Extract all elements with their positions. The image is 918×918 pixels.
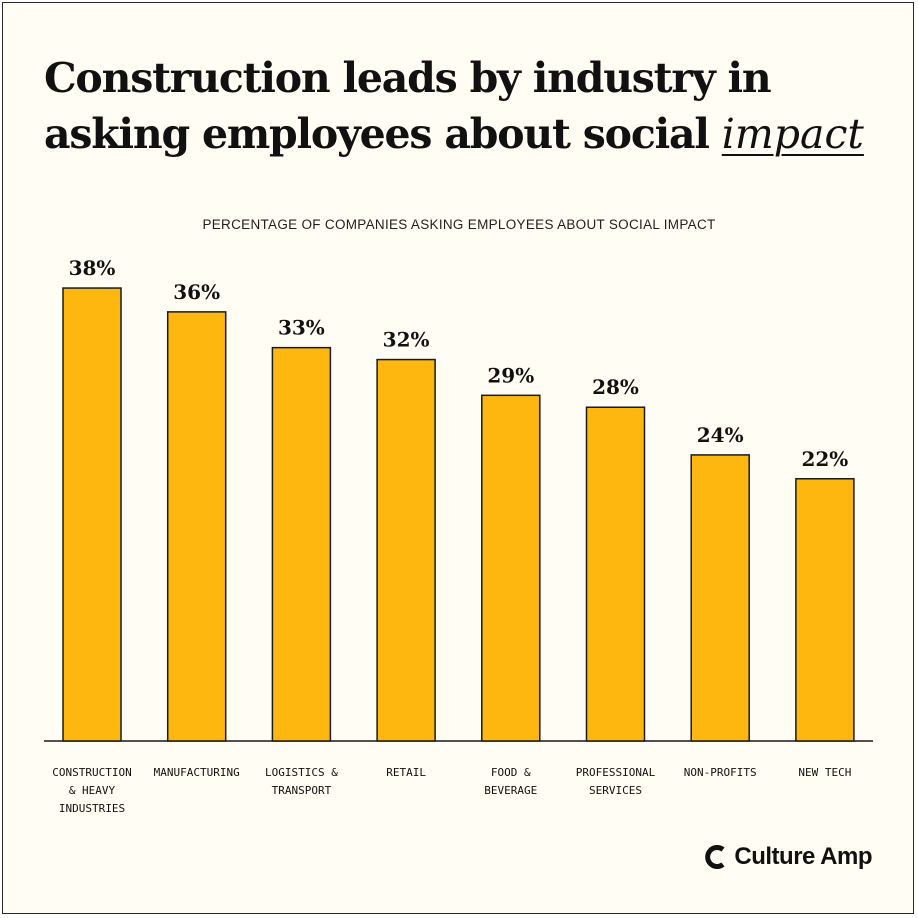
category-label-line: MANUFACTURING bbox=[154, 766, 240, 779]
brand-name: Culture Amp bbox=[734, 843, 872, 870]
chart-subtitle: PERCENTAGE OF COMPANIES ASKING EMPLOYEES… bbox=[202, 217, 716, 232]
category-label: RETAIL bbox=[386, 766, 426, 779]
page-title: Construction leads by industry in asking… bbox=[44, 50, 884, 162]
data-label: 29% bbox=[487, 363, 534, 387]
category-label-line: RETAIL bbox=[386, 766, 426, 779]
title-main: Construction leads by industry in asking… bbox=[44, 54, 772, 158]
category-label-line: CONSTRUCTION bbox=[52, 766, 131, 779]
category-label-line: BEVERAGE bbox=[484, 784, 537, 797]
category-label: PROFESSIONAL SERVICES bbox=[576, 766, 656, 797]
category-label: FOOD & BEVERAGE bbox=[484, 766, 537, 797]
category-label: CONSTRUCTION & HEAVY INDUSTRIES bbox=[52, 766, 131, 815]
bar bbox=[795, 478, 855, 742]
category-label-line: INDUSTRIES bbox=[59, 802, 125, 815]
category-label: MANUFACTURING bbox=[154, 766, 240, 779]
bar bbox=[690, 454, 750, 742]
category-label-line: SERVICES bbox=[589, 784, 642, 797]
data-label: 28% bbox=[592, 375, 639, 399]
data-label: 33% bbox=[278, 316, 325, 340]
bar bbox=[376, 358, 436, 742]
bar bbox=[166, 311, 227, 742]
bar bbox=[585, 406, 646, 742]
data-label: 38% bbox=[69, 256, 116, 280]
title-accent: impact bbox=[721, 110, 864, 158]
brand-logo: Culture Amp bbox=[704, 843, 872, 871]
category-label: LOGISTICS & TRANSPORT bbox=[265, 766, 338, 797]
category-label-line: LOGISTICS & bbox=[265, 766, 338, 779]
category-label-line: PROFESSIONAL bbox=[576, 766, 656, 779]
culture-amp-logo-icon bbox=[705, 845, 725, 869]
data-label: 32% bbox=[383, 328, 430, 352]
bar bbox=[481, 394, 541, 742]
category-label: NEW TECH bbox=[798, 766, 851, 779]
bar bbox=[62, 287, 122, 742]
category-label-line: & HEAVY bbox=[69, 784, 116, 797]
data-label: 24% bbox=[697, 423, 744, 447]
category-label: NON-PROFITS bbox=[684, 766, 757, 779]
category-label-line: FOOD & bbox=[491, 766, 531, 779]
category-label-line: TRANSPORT bbox=[272, 784, 332, 797]
category-label-line: NEW TECH bbox=[798, 766, 851, 779]
bar bbox=[271, 346, 332, 742]
data-label: 36% bbox=[173, 280, 220, 304]
data-label: 22% bbox=[801, 447, 848, 471]
category-label-line: NON-PROFITS bbox=[684, 766, 757, 779]
